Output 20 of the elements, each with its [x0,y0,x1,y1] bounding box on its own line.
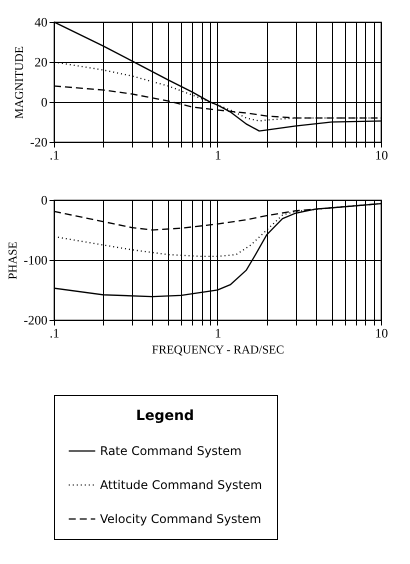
y-tick-label: 20 [34,54,48,70]
y-tick-label: 40 [34,14,48,30]
x-tick-label: .1 [50,148,60,162]
legend-label: Velocity Command System [100,512,262,526]
y-tick-label: 0 [41,94,48,110]
x-tick-label: 10 [375,326,388,340]
x-tick-label: .1 [50,326,60,340]
y-tick-label: -100 [24,252,48,268]
x-axis-title: FREQUENCY - RAD/SEC [152,342,284,356]
x-tick-label: 1 [214,148,222,162]
y-axis-title: MAGNITUDE [12,46,26,119]
x-tick-label: 1 [214,326,222,340]
y-axis-title: PHASE [6,241,20,280]
y-tick-label: 0 [41,192,48,208]
y-tick-label: -20 [30,134,48,150]
y-tick-label: -200 [24,312,48,328]
x-tick-label: 10 [375,148,388,162]
legend-label: Rate Command System [100,444,242,458]
legend-label: Attitude Command System [100,478,262,492]
legend-title: Legend [136,408,194,424]
